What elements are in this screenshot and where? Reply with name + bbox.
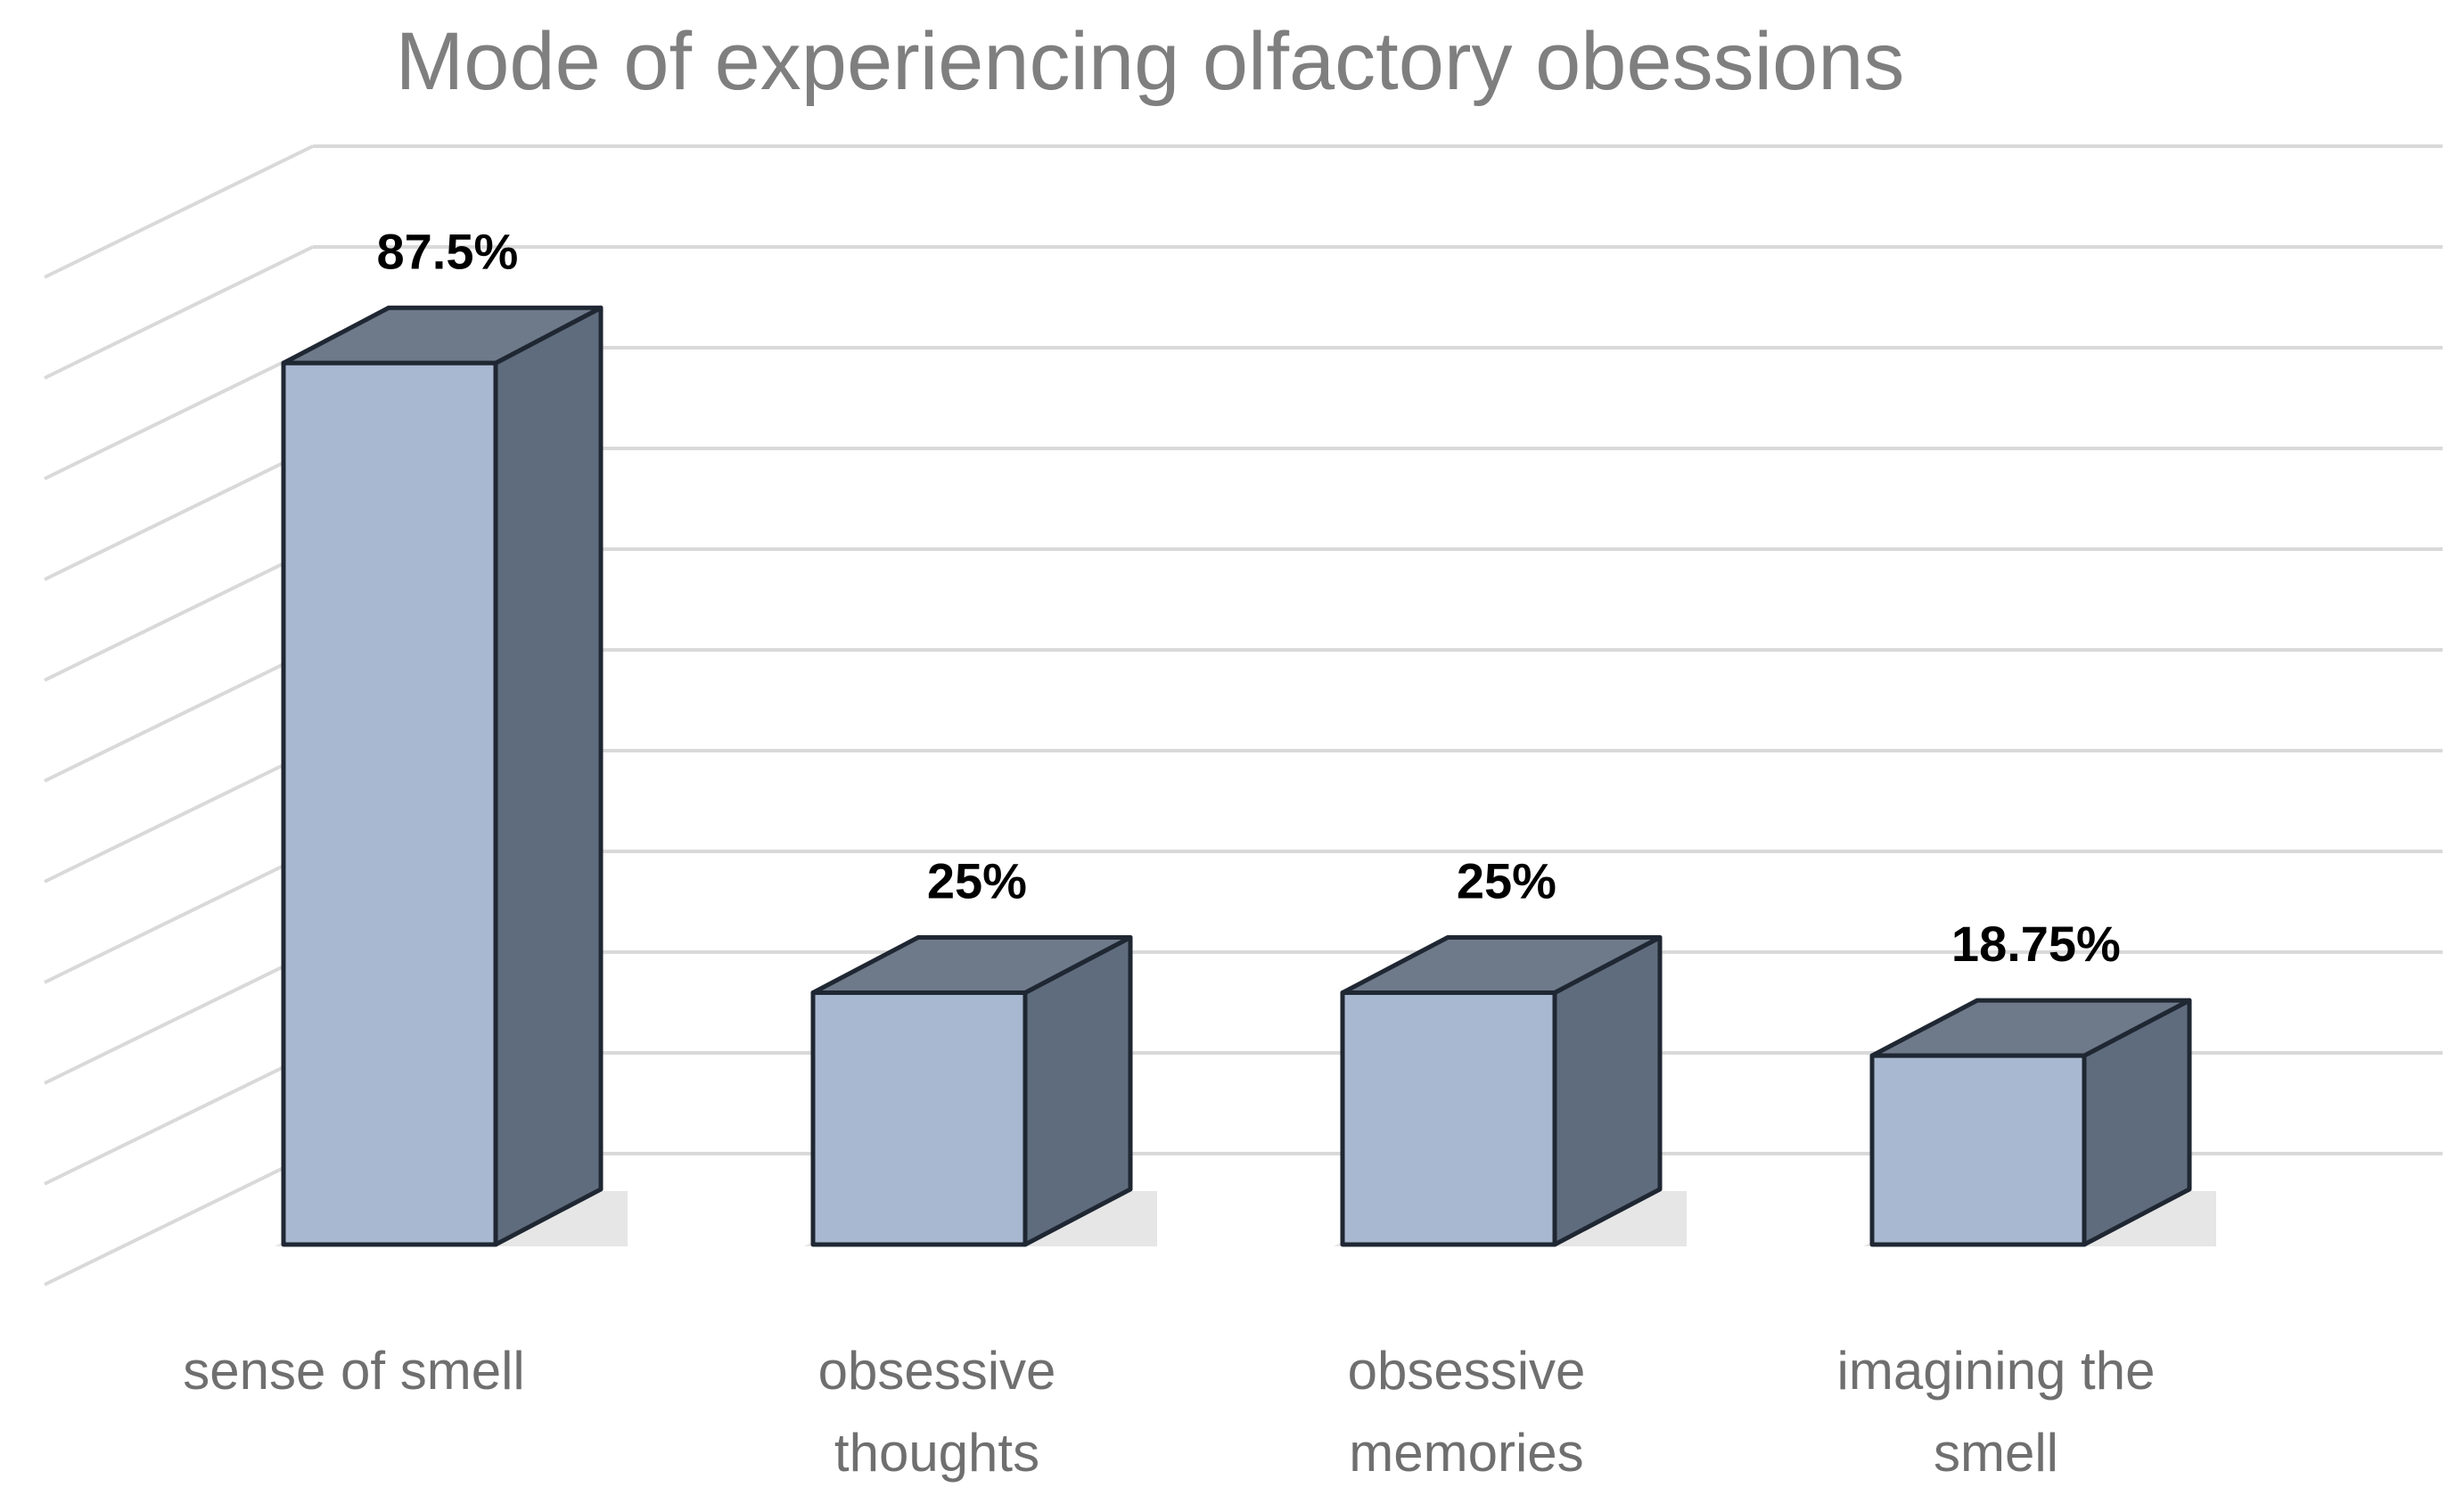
chart-title: Mode of experiencing olfactory obessions	[396, 16, 1905, 107]
side-gridline	[44, 850, 314, 984]
bars	[275, 305, 2216, 1247]
data-label-1: 25%	[927, 853, 1027, 909]
bar-front-face	[810, 990, 1028, 1247]
data-label-2: 25%	[1457, 853, 1556, 909]
bar-front-face	[281, 360, 498, 1247]
category-label-3-line-0: imagining the	[1837, 1341, 2156, 1401]
bar-front-face	[1340, 990, 1557, 1247]
category-label-1-line-1: thoughts	[834, 1423, 1039, 1483]
labels: 87.5% sense of smell 25% obsessive thoughts 2…	[183, 223, 2155, 1483]
category-label-2-line-1: memories	[1349, 1423, 1583, 1483]
side-gridline	[44, 346, 314, 481]
side-gridline	[44, 950, 314, 1085]
side-gridline	[44, 245, 314, 380]
bar-side-face	[493, 305, 604, 1247]
side-gridline	[44, 1152, 314, 1286]
bar-3	[1863, 998, 2216, 1247]
bar-2	[1334, 935, 1687, 1247]
side-gridline	[44, 749, 314, 883]
gridlines	[44, 144, 2443, 1286]
side-gridline	[44, 447, 314, 581]
category-label-1-line-0: obsessive	[818, 1341, 1056, 1401]
data-label-0: 87.5%	[377, 223, 519, 279]
side-gridline	[44, 1051, 314, 1186]
bar-front-face	[1869, 1053, 2087, 1247]
category-label-2-line-0: obsessive	[1348, 1341, 1586, 1401]
data-label-3: 18.75%	[1951, 916, 2121, 972]
bar-0	[275, 305, 628, 1247]
bar-1	[804, 935, 1157, 1247]
category-label-0-line-0: sense of smell	[183, 1341, 525, 1401]
side-gridline	[44, 547, 314, 682]
side-gridline	[44, 648, 314, 783]
category-label-3-line-1: smell	[1934, 1423, 2058, 1483]
side-gridline	[44, 144, 314, 279]
